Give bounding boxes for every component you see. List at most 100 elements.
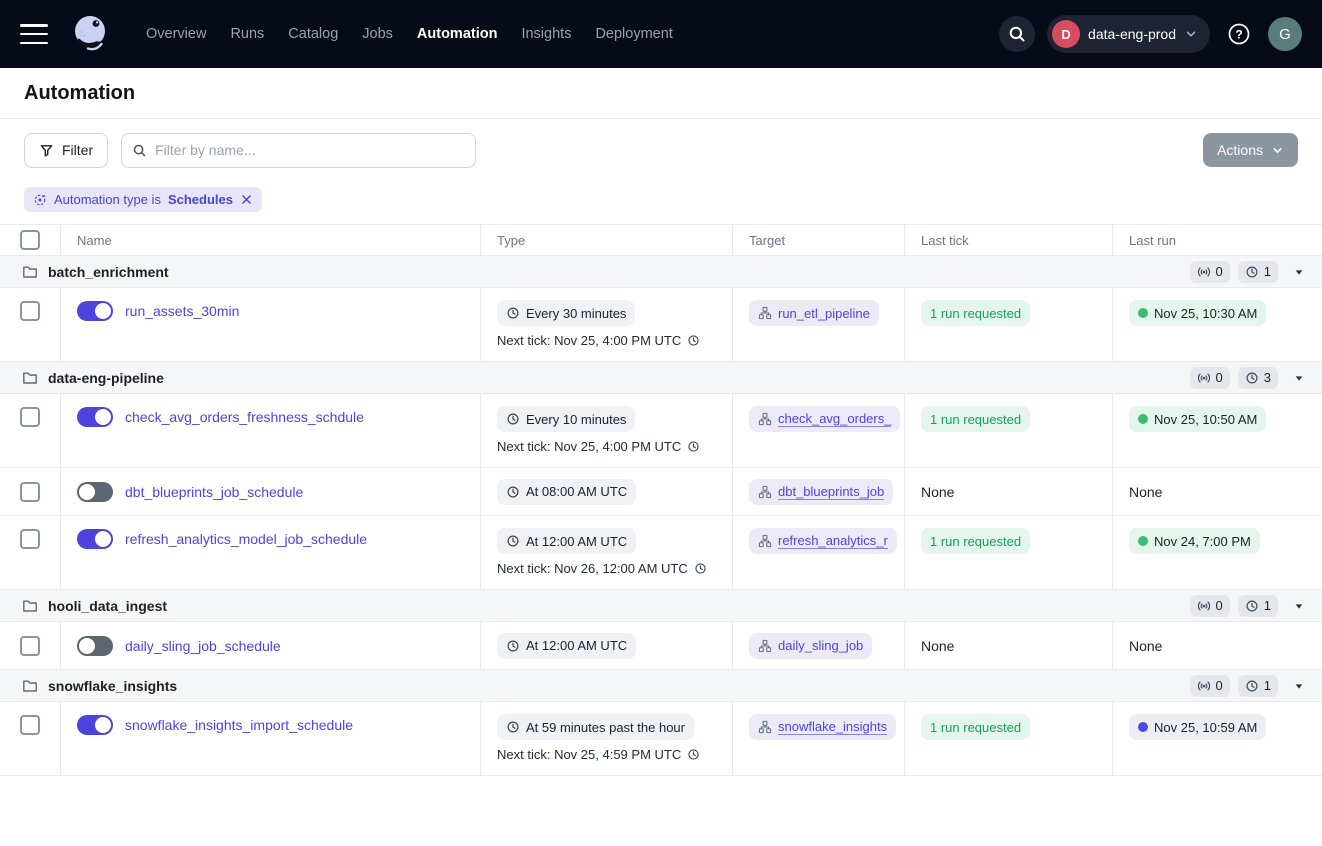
nav-tab-catalog[interactable]: Catalog [278,18,348,50]
row-checkbox[interactable] [20,407,40,427]
target-name: refresh_analytics_r [778,533,888,549]
target-pill[interactable]: dbt_blueprints_job [749,479,893,505]
last-tick-pill[interactable]: 1 run requested [921,406,1030,432]
row-checkbox[interactable] [20,301,40,321]
user-avatar[interactable]: G [1268,17,1302,51]
toggle-knob [79,638,95,654]
schedule-name-link[interactable]: run_assets_30min [125,301,239,321]
last-tick-pill[interactable]: 1 run requested [921,528,1030,554]
target-pill[interactable]: snowflake_insights [749,714,896,740]
sensor-count: 0 [1216,678,1223,693]
run-status-dot [1138,536,1148,546]
sensor-count-badge: 0 [1190,367,1230,389]
page-title: Automation [24,82,135,105]
last-run-cell: None [1112,468,1322,515]
schedule-interval-pill: At 59 minutes past the hour [497,714,694,740]
nav-tab-deployment[interactable]: Deployment [585,18,682,50]
schedule-name-link[interactable]: refresh_analytics_model_job_schedule [125,529,367,549]
last-run-pill[interactable]: Nov 25, 10:59 AM [1129,714,1266,740]
group-row-data-eng-pipeline: data-eng-pipeline03 [0,362,1322,394]
nav-tab-automation[interactable]: Automation [407,18,508,50]
schedule-name-link[interactable]: dbt_blueprints_job_schedule [125,482,303,502]
nav-tab-insights[interactable]: Insights [511,18,581,50]
schedule-toggle[interactable] [77,529,113,549]
last-run-pill[interactable]: Nov 25, 10:30 AM [1129,300,1266,326]
search-button[interactable] [999,16,1035,52]
schedule-toggle[interactable] [77,407,113,427]
table-row: daily_sling_job_schedule At 12:00 AM UTC d… [0,622,1322,670]
last-tick-pill[interactable]: 1 run requested [921,714,1030,740]
schedule-toggle[interactable] [77,715,113,735]
row-select-cell [0,394,60,467]
group-counts: 03 [1190,367,1306,389]
schedule-interval: At 12:00 AM UTC [526,638,627,653]
folder-icon [22,264,38,280]
select-all-cell [0,225,60,255]
schedule-toggle[interactable] [77,301,113,321]
target-pill[interactable]: daily_sling_job [749,633,872,659]
row-select-cell [0,702,60,775]
menu-icon[interactable] [20,24,48,44]
schedule-name-link[interactable]: check_avg_orders_freshness_schdule [125,407,364,427]
row-checkbox[interactable] [20,529,40,549]
sensor-icon [1197,265,1211,279]
schedule-count: 3 [1264,370,1271,385]
column-header-last-run: Last run [1112,225,1322,255]
sensor-count-badge: 0 [1190,261,1230,283]
group-menu-button[interactable] [1292,679,1306,693]
target-name: check_avg_orders_ [778,411,891,427]
sensor-icon [1197,599,1211,613]
schedule-count-badge: 1 [1238,595,1278,617]
name-cell: check_avg_orders_freshness_schdule [60,394,480,467]
schedule-toggle[interactable] [77,482,113,502]
nav-tab-runs[interactable]: Runs [220,18,274,50]
target-pill[interactable]: check_avg_orders_ [749,406,900,432]
clock-icon [506,720,520,734]
next-tick-text: Next tick: Nov 25, 4:00 PM UTC [497,333,681,348]
target-name: dbt_blueprints_job [778,484,884,500]
target-pill[interactable]: run_etl_pipeline [749,300,879,326]
schedule-name-link[interactable]: snowflake_insights_import_schedule [125,715,353,735]
filter-button[interactable]: Filter [24,133,108,168]
group-menu-button[interactable] [1292,265,1306,279]
schedule-name-link[interactable]: daily_sling_job_schedule [125,636,281,656]
select-all-checkbox[interactable] [20,230,40,250]
actions-button[interactable]: Actions [1203,133,1298,167]
clock-icon [506,306,520,320]
search-icon [1008,25,1026,43]
schedule-toggle[interactable] [77,636,113,656]
row-checkbox[interactable] [20,715,40,735]
row-checkbox[interactable] [20,482,40,502]
row-checkbox[interactable] [20,636,40,656]
last-run-pill[interactable]: Nov 24, 7:00 PM [1129,528,1260,554]
name-filter-input[interactable] [155,142,465,158]
folder-icon [22,370,38,386]
clock-icon [1245,679,1259,693]
automation-type-icon [33,193,47,207]
last-run-cell: Nov 25, 10:59 AM [1112,702,1322,775]
last-tick-none: None [921,636,1112,656]
last-tick-pill[interactable]: 1 run requested [921,300,1030,326]
help-button[interactable]: ? [1222,17,1256,51]
target-cell: snowflake_insights [732,702,904,775]
nav-tab-overview[interactable]: Overview [136,18,216,50]
group-menu-button[interactable] [1292,599,1306,613]
filter-tag-automation-type[interactable]: Automation type is Schedules [24,187,262,212]
group-menu-button[interactable] [1292,371,1306,385]
last-tick-cell: 1 run requested [904,516,1112,589]
next-tick: Next tick: Nov 25, 4:59 PM UTC [497,747,732,762]
clock-icon [687,334,700,347]
nav-tab-jobs[interactable]: Jobs [352,18,403,50]
last-run-pill[interactable]: Nov 25, 10:50 AM [1129,406,1266,432]
target-cell: dbt_blueprints_job [732,468,904,515]
dagster-logo-icon[interactable] [68,12,112,56]
close-icon[interactable] [240,193,253,206]
last-tick-cell: 1 run requested [904,394,1112,467]
run-status-dot [1138,308,1148,318]
sensor-icon [1197,371,1211,385]
target-cell: check_avg_orders_ [732,394,904,467]
workspace-switcher[interactable]: D data-eng-prod [1047,15,1210,53]
clock-icon [694,562,707,575]
search-icon [132,143,147,158]
target-pill[interactable]: refresh_analytics_r [749,528,897,554]
